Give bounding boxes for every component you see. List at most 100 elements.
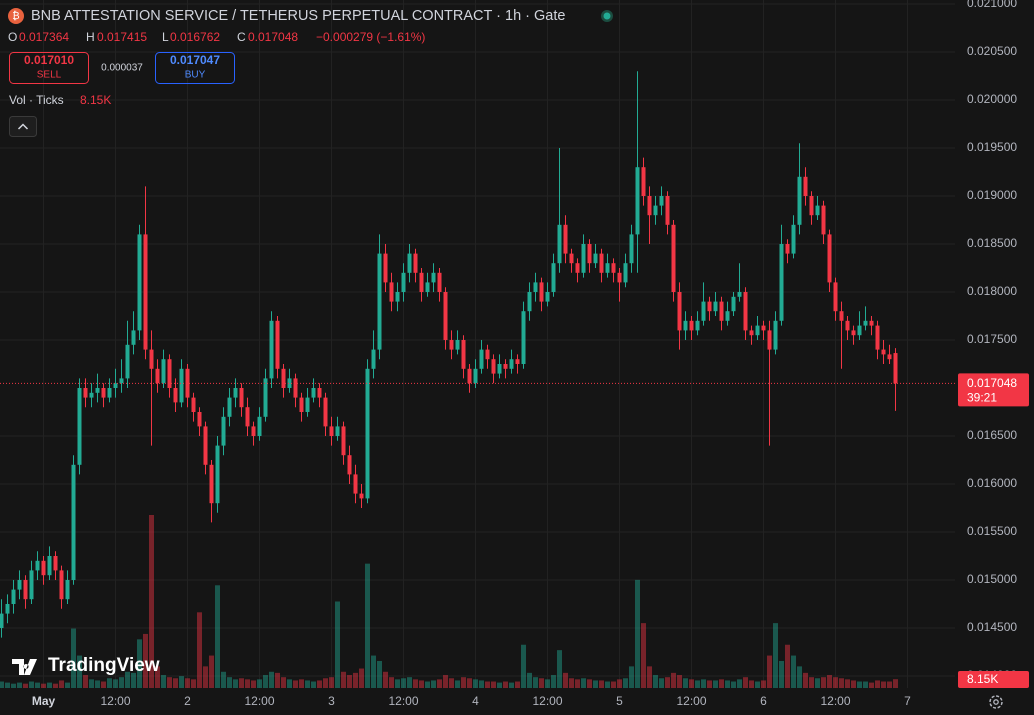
collapse-icon	[17, 123, 29, 130]
sell-button[interactable]	[9, 52, 89, 84]
volume-bar	[53, 683, 58, 688]
ohlc-value: 0.017048	[248, 30, 298, 44]
volume-bar	[509, 682, 514, 688]
brand-logo	[12, 659, 37, 675]
volume-bar	[587, 679, 592, 688]
candle-body	[443, 292, 448, 340]
sell-price: 0.017010	[24, 53, 74, 67]
candle-body	[155, 368, 160, 384]
candle-body	[527, 292, 532, 312]
volume-bar	[473, 679, 478, 688]
candle-body	[149, 349, 154, 369]
symbol-title: BNB ATTESTATION SERVICE / TETHERUS PERPE…	[31, 8, 565, 24]
volume-bar	[767, 655, 772, 688]
countdown: 39:21	[967, 391, 997, 405]
x-tick-label: 4	[472, 694, 479, 708]
x-tick-label: 7	[904, 694, 911, 708]
volume-bar	[395, 679, 400, 688]
candle-body	[491, 359, 496, 374]
candle-body	[179, 368, 184, 403]
candle-body	[227, 397, 232, 417]
candle-body	[575, 263, 580, 273]
y-tick-label: 0.015500	[967, 524, 1017, 538]
candle-body	[401, 272, 406, 292]
volume-axis-label: 8.15K	[967, 672, 998, 686]
volume-bar	[353, 672, 358, 688]
volume-value: 8.15K	[80, 93, 111, 107]
candle-body	[581, 244, 586, 273]
y-tick-label: 0.018500	[967, 236, 1017, 250]
ohlc-letter: L	[162, 30, 169, 44]
volume-bar	[815, 678, 820, 688]
candle-body	[821, 205, 826, 235]
volume-bar	[671, 672, 676, 688]
y-tick-label: 0.021000	[967, 0, 1017, 10]
candle-body	[437, 272, 442, 292]
candle-body	[173, 388, 178, 403]
collapse-button[interactable]	[9, 116, 37, 137]
candle-body	[347, 455, 352, 475]
candle-body	[563, 224, 568, 254]
volume-bar	[605, 681, 610, 688]
change: −0.000279 (−1.61%)	[316, 30, 425, 44]
volume-bar	[203, 666, 208, 688]
candle-body	[707, 301, 712, 312]
candle-body	[89, 392, 94, 398]
volume-bar	[713, 680, 718, 688]
candle-body	[197, 412, 202, 427]
volume-bar	[335, 601, 340, 688]
candle-body	[833, 282, 838, 312]
candle-body	[413, 253, 418, 273]
volume-label-box	[958, 671, 1029, 688]
volume-bar	[683, 678, 688, 688]
candle-body	[509, 359, 514, 369]
candle-body	[131, 330, 136, 345]
candle-body	[881, 349, 886, 355]
volume-bar	[491, 681, 496, 688]
volume-bar	[515, 681, 520, 688]
volume-bar	[845, 679, 850, 688]
volume-bar	[149, 515, 154, 688]
volume-bar	[257, 679, 262, 688]
candle-body	[725, 311, 730, 321]
volume-bar	[551, 675, 556, 688]
candle-body	[71, 464, 76, 580]
volume-bar	[431, 680, 436, 688]
candle-body	[449, 340, 454, 350]
volume-bar	[653, 675, 658, 688]
volume-bar	[155, 666, 160, 688]
volume-bar	[749, 680, 754, 688]
status-dot	[603, 12, 611, 20]
candle-body	[389, 282, 394, 302]
candle-body	[851, 330, 856, 336]
candle-body	[341, 426, 346, 456]
volume-bar	[485, 681, 490, 688]
candle-body	[665, 196, 670, 225]
volume-bar	[623, 678, 628, 688]
volume-bar	[599, 680, 604, 688]
volume-bar	[89, 679, 94, 688]
volume-bar	[467, 678, 472, 688]
candle-body	[11, 589, 16, 604]
volume-bar	[803, 672, 808, 688]
volume-bar	[611, 681, 616, 688]
volume-bar	[329, 677, 334, 688]
candle-body	[215, 445, 220, 504]
volume-bar	[341, 671, 346, 688]
volume-bar	[719, 679, 724, 688]
volume-bar	[215, 585, 220, 688]
volume-bar	[731, 681, 736, 688]
volume-bar	[143, 633, 148, 688]
candle-pane	[0, 71, 898, 638]
buy-button[interactable]	[155, 52, 235, 84]
volume-bar	[83, 675, 88, 688]
candle-body	[593, 253, 598, 264]
x-tick-label: 12:00	[676, 694, 706, 708]
volume-pane	[0, 515, 898, 688]
volume-bar	[263, 675, 268, 688]
buy-price: 0.017047	[170, 53, 220, 67]
settings-icon-center	[993, 699, 999, 705]
settings-icon[interactable]	[989, 695, 1003, 709]
x-tick-label: 2	[184, 694, 191, 708]
candle-body	[95, 388, 100, 393]
